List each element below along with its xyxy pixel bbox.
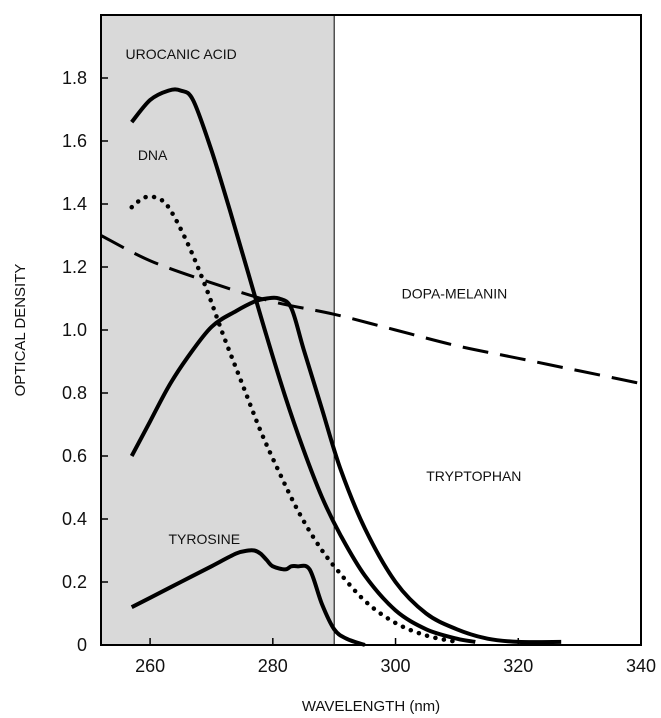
plot-frame	[100, 14, 642, 646]
series-label-dna: DNA	[138, 147, 168, 163]
x-tick-label: 280	[258, 656, 288, 676]
x-tick-label: 260	[135, 656, 165, 676]
y-tick-labels: 0 0.2 0.4 0.6 0.8 1.0 1.2 1.4 1.6 1.8	[62, 68, 87, 655]
y-axis-title: OPTICAL DENSITY	[12, 264, 29, 397]
series-line-dna	[129, 194, 460, 645]
tick-marks-layer	[101, 77, 642, 646]
y-tick-label: 0.4	[62, 509, 87, 529]
series-label-dopa-melanin: DOPA-MELANIN	[402, 286, 508, 302]
y-tick-label: 1.4	[62, 194, 87, 214]
series-label-tyrosine: TYROSINE	[169, 531, 241, 547]
series-line-tyrosine	[130, 548, 366, 647]
shaded-region	[101, 15, 335, 645]
series-label-tryptophan: TRYPTOPHAN	[426, 468, 521, 484]
y-tick-label: 0.2	[62, 572, 87, 592]
series-label-urocanic-acid: UROCANIC ACID	[126, 46, 237, 62]
y-tick-label: 1.6	[62, 131, 87, 151]
y-tick-label: 0	[77, 635, 87, 655]
series-labels: UROCANIC ACID DNA DOPA-MELANIN TRYPTOPHAN TY…	[126, 46, 522, 547]
x-axis-title: WAVELENGTH (nm)	[302, 698, 440, 715]
x-tick-label: 320	[503, 656, 533, 676]
shaded-region-layer	[101, 15, 335, 645]
x-tick-labels: 260 280 300 320 340	[135, 656, 656, 676]
x-tick-label: 300	[381, 656, 411, 676]
y-tick-label: 1.8	[62, 68, 87, 88]
y-tick-label: 1.2	[62, 257, 87, 277]
series-line-tryptophan	[129, 295, 562, 645]
series-layer	[100, 87, 642, 647]
series-line-urocanic-acid	[130, 87, 476, 644]
series-line-dopa-melanin	[100, 234, 642, 386]
x-tick-label: 340	[626, 656, 656, 676]
y-tick-label: 0.6	[62, 446, 87, 466]
y-tick-label: 1.0	[62, 320, 87, 340]
y-tick-label: 0.8	[62, 383, 87, 403]
